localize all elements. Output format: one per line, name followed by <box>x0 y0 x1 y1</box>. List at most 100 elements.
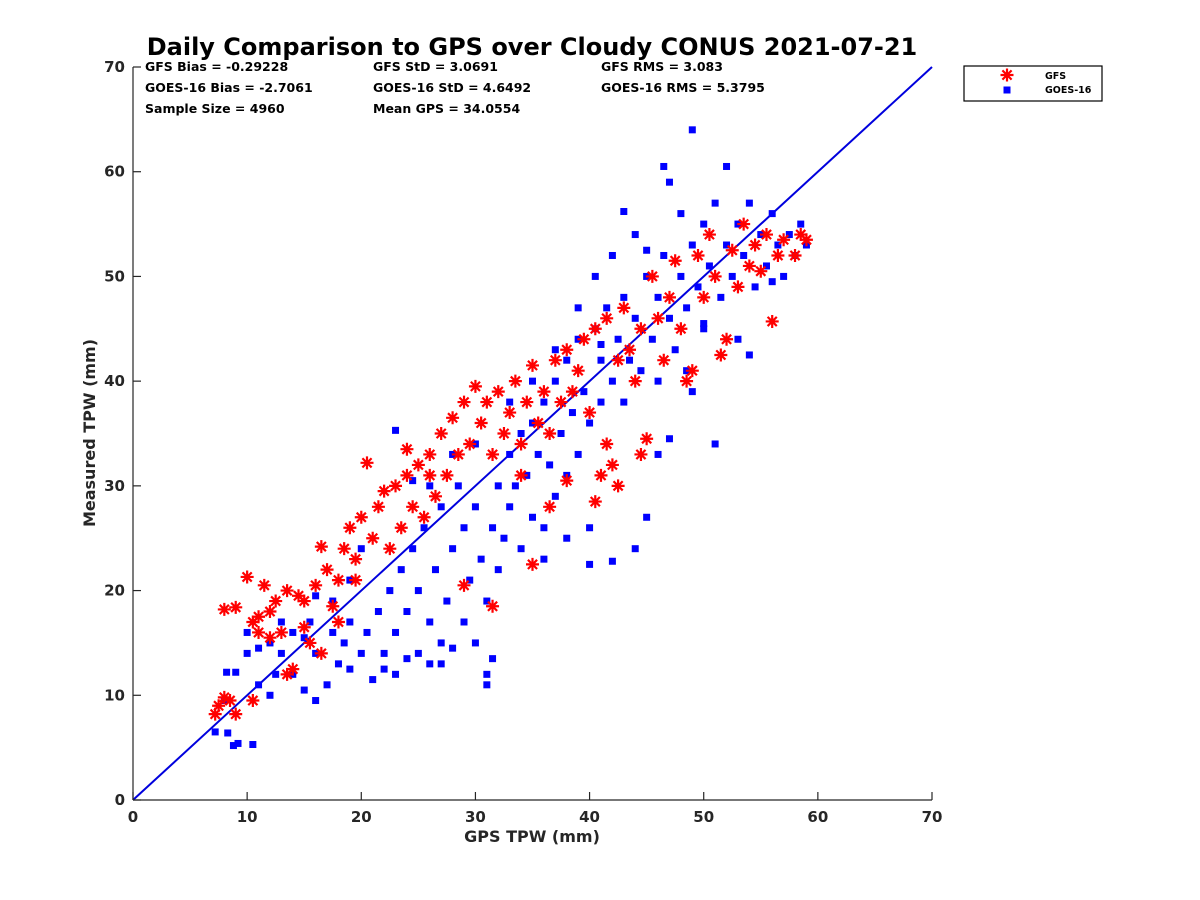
goes16-point <box>654 450 662 458</box>
goes16-point <box>683 304 691 312</box>
gfs-point <box>508 374 522 388</box>
gfs-point <box>229 707 243 721</box>
goes16-point <box>431 566 439 574</box>
gfs-point <box>588 495 602 509</box>
gfs-point <box>280 584 294 598</box>
goes16-point <box>780 272 788 280</box>
goes16-point <box>597 340 605 348</box>
gfs-point <box>474 416 488 430</box>
y-tick-label: 70 <box>104 58 125 76</box>
goes16-point <box>449 644 457 652</box>
x-tick-label: 60 <box>807 808 828 826</box>
gfs-point <box>366 531 380 545</box>
goes16-point <box>420 524 428 532</box>
goes16-point <box>546 461 554 469</box>
goes16-point <box>711 440 719 448</box>
gfs-point <box>314 540 328 554</box>
gfs-point <box>662 290 676 304</box>
gfs-point <box>560 343 574 357</box>
gfs-series <box>208 217 813 721</box>
goes16-point <box>660 162 668 170</box>
goes16-point <box>688 241 696 249</box>
gfs-point <box>514 437 528 451</box>
stat-sample-size: Sample Size = 4960 <box>145 101 285 116</box>
gfs-point <box>240 570 254 584</box>
gfs-point <box>531 416 545 430</box>
goes16-point <box>363 628 371 636</box>
gfs-point <box>292 589 306 603</box>
goes16-point <box>665 314 673 322</box>
gfs-point <box>526 557 539 571</box>
goes16-point <box>409 477 417 485</box>
stat-goes-bias: GOES-16 Bias = -2.7061 <box>145 80 313 95</box>
y-tick-label: 60 <box>104 163 125 181</box>
gfs-point <box>434 427 448 440</box>
goes16-point <box>637 367 645 375</box>
goes16-point <box>677 272 685 280</box>
goes16-point <box>357 649 365 657</box>
x-tick-label: 30 <box>465 808 486 826</box>
gfs-point <box>349 573 363 587</box>
goes16-point <box>745 351 753 359</box>
gfs-point <box>400 468 414 482</box>
goes16-point <box>700 220 708 228</box>
goes16-series <box>211 126 810 750</box>
goes16-point <box>506 450 514 458</box>
gfs-point <box>223 694 237 708</box>
goes16-point <box>449 545 457 553</box>
goes16-point <box>660 251 668 259</box>
gfs-point <box>451 447 465 461</box>
goes16-point <box>229 742 237 750</box>
goes16-point <box>762 262 770 270</box>
goes16-point <box>643 246 651 254</box>
goes16-point <box>723 162 731 170</box>
gfs-point <box>331 615 345 629</box>
legend-gfs-symbol <box>1000 68 1014 82</box>
goes16-point <box>437 639 445 647</box>
goes16-point <box>723 241 731 249</box>
goes16-point <box>346 618 354 626</box>
goes16-point <box>223 668 231 676</box>
gfs-point <box>246 615 260 629</box>
goes16-point <box>224 729 232 737</box>
goes16-point <box>255 681 263 689</box>
goes16-point <box>608 251 616 259</box>
goes16-point <box>477 555 485 563</box>
goes16-point <box>700 320 708 328</box>
goes16-point <box>551 492 559 500</box>
goes16-point <box>608 377 616 385</box>
goes16-point <box>266 691 274 699</box>
goes16-point <box>443 597 451 605</box>
goes16-point <box>500 534 508 542</box>
legend-goes-symbol <box>1003 86 1011 94</box>
gfs-point <box>297 620 311 634</box>
goes16-point <box>369 676 377 684</box>
goes16-point <box>380 665 388 673</box>
gfs-point <box>263 631 277 645</box>
goes16-point <box>460 618 468 626</box>
gfs-point <box>208 707 222 721</box>
gfs-point <box>389 479 403 493</box>
gfs-point <box>600 437 614 451</box>
gfs-point <box>274 625 288 639</box>
goes16-point <box>694 283 702 291</box>
gfs-point <box>417 510 431 524</box>
gfs-point <box>371 500 385 514</box>
goes16-point <box>785 231 793 239</box>
goes16-point <box>483 597 491 605</box>
gfs-point <box>320 563 334 577</box>
goes16-point <box>483 670 491 678</box>
x-tick-label: 10 <box>237 808 258 826</box>
y-axis-label: Measured TPW (mm) <box>80 339 99 527</box>
goes16-point <box>306 618 314 626</box>
gfs-point <box>360 456 374 470</box>
goes16-point <box>323 681 331 689</box>
gfs-point <box>497 427 511 440</box>
goes16-point <box>551 346 559 354</box>
gfs-point <box>754 264 768 278</box>
gfs-point <box>628 374 642 388</box>
goes16-point <box>614 335 622 343</box>
gfs-point <box>457 578 471 592</box>
gfs-point <box>605 458 619 472</box>
x-tick-label: 0 <box>128 808 138 826</box>
